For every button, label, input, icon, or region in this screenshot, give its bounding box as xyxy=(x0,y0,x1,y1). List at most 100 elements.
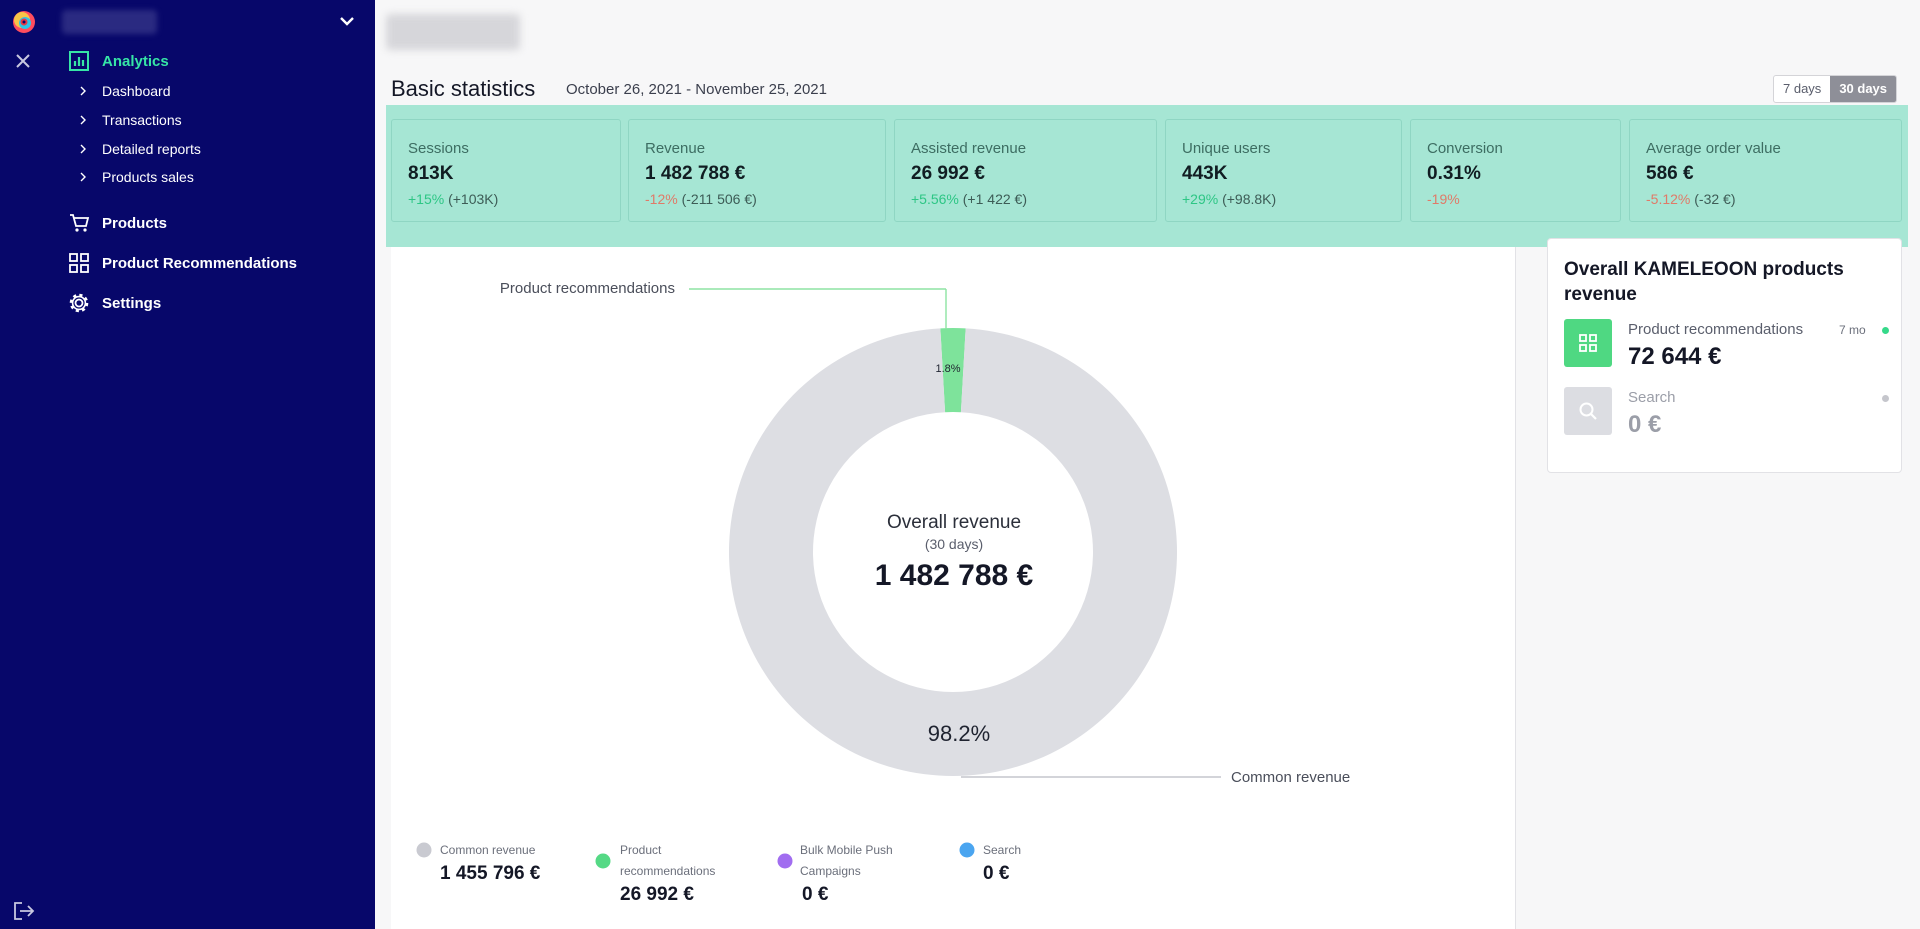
slice-pct-label: 98.2% xyxy=(928,721,990,746)
nav-products-sales[interactable]: Products sales xyxy=(78,169,194,185)
logout-icon[interactable] xyxy=(12,900,36,922)
legend-label: Campaigns xyxy=(800,864,861,878)
page-header-title xyxy=(386,14,520,50)
stat-card-revenue[interactable]: Revenue 1 482 788 € -12% (-211 506 €) xyxy=(628,119,886,222)
stat-change: +5.56% (+1 422 €) xyxy=(911,191,1156,207)
sidebar: Analytics Dashboard Transactions Detaile… xyxy=(0,0,375,929)
stat-change: +29% (+98.8K) xyxy=(1182,191,1401,207)
nav-products[interactable]: Products xyxy=(68,212,167,234)
legend-item-product-recommendations[interactable]: Product recommendations 26 992 € xyxy=(595,843,716,905)
chevron-right-icon xyxy=(80,86,86,96)
kameleoon-item-name: Search xyxy=(1628,389,1676,406)
legend-label: recommendations xyxy=(620,864,715,878)
legend-item-common-revenue[interactable]: Common revenue 1 455 796 € xyxy=(416,842,541,885)
legend-value: 1 455 796 € xyxy=(440,863,541,884)
legend-value: 0 € xyxy=(802,884,829,905)
stat-change-pct: -5.12% xyxy=(1646,191,1691,207)
nav-product-recommendations[interactable]: Product Recommendations xyxy=(68,252,297,274)
nav-dashboard[interactable]: Dashboard xyxy=(78,83,171,99)
stat-label: Sessions xyxy=(408,140,469,157)
stat-change: +15% (+103K) xyxy=(408,191,620,207)
chevron-right-icon xyxy=(80,144,86,154)
stat-change-pct: +29% xyxy=(1182,191,1219,207)
kameleoon-revenue-panel: Overall KAMELEOON products revenue Produ… xyxy=(1547,238,1902,473)
kameleoon-panel-title: Overall KAMELEOON products revenue xyxy=(1564,259,1844,305)
range-toggle: 7 days 30 days xyxy=(1773,75,1898,103)
kameleoon-item-product-recommendations[interactable]: Product recommendations 72 644 € 7 mo xyxy=(1564,319,1889,371)
stat-card-assisted-revenue[interactable]: Assisted revenue 26 992 € +5.56% (+1 422… xyxy=(894,119,1157,222)
slice-pct-label: 1.8% xyxy=(935,363,960,375)
donut-center-value: 1 482 788 € xyxy=(875,559,1034,592)
nav-settings-label: Settings xyxy=(102,294,162,312)
legend-swatch xyxy=(416,842,432,858)
kameleoon-logo-icon[interactable] xyxy=(10,8,38,36)
donut-center-title: Overall revenue xyxy=(887,512,1021,533)
callout-label-common-revenue: Common revenue xyxy=(1231,769,1350,786)
stat-value: 586 € xyxy=(1646,163,1694,184)
stat-label: Unique users xyxy=(1182,140,1271,157)
stat-value: 813K xyxy=(408,163,454,184)
donut-slice-common-revenue[interactable] xyxy=(729,328,1177,776)
status-dot xyxy=(1882,395,1889,402)
range-7-days-button[interactable]: 7 days xyxy=(1783,81,1822,96)
legend-value: 0 € xyxy=(983,863,1010,884)
cart-icon xyxy=(70,214,90,232)
stat-change: -19% xyxy=(1427,191,1620,207)
stat-card-average-order-value[interactable]: Average order value 586 € -5.12% (-32 €) xyxy=(1629,119,1902,222)
status-dot xyxy=(1882,327,1889,334)
grid-icon xyxy=(69,253,89,273)
legend-label: Bulk Mobile Push xyxy=(800,843,893,857)
search-icon xyxy=(1564,387,1612,435)
chevron-right-icon xyxy=(80,115,86,125)
nav-settings[interactable]: Settings xyxy=(68,292,161,314)
kameleoon-item-value: 0 € xyxy=(1628,411,1662,438)
date-range: October 26, 2021 - November 25, 2021 xyxy=(566,81,827,98)
kameleoon-item-name: Product recommendations xyxy=(1628,321,1804,338)
legend-swatch xyxy=(959,842,975,858)
nav-product-recommendations-label: Product Recommendations xyxy=(102,254,298,272)
stat-label: Assisted revenue xyxy=(911,140,1027,157)
legend-value: 26 992 € xyxy=(620,884,694,905)
stat-change-pct: +15% xyxy=(408,191,445,207)
stat-card-unique-users[interactable]: Unique users 443K +29% (+98.8K) xyxy=(1165,119,1402,222)
nav-detailed-reports[interactable]: Detailed reports xyxy=(78,141,201,157)
chevron-right-icon xyxy=(80,172,86,182)
nav-products-label: Products xyxy=(102,214,168,232)
stat-value: 1 482 788 € xyxy=(645,163,746,184)
revenue-donut-chart: Product recommendations Common revenue 1… xyxy=(416,280,1350,905)
nav-transactions[interactable]: Transactions xyxy=(78,112,182,128)
stat-label: Average order value xyxy=(1646,140,1781,157)
legend-swatch xyxy=(777,853,793,869)
nav-transactions-label: Transactions xyxy=(102,112,182,128)
nav-dashboard-label: Dashboard xyxy=(102,83,171,99)
project-name[interactable] xyxy=(62,10,157,34)
nav-products-sales-label: Products sales xyxy=(102,169,194,185)
legend-item-search[interactable]: Search 0 € xyxy=(959,842,1022,885)
callout-label-product-recommendations: Product recommendations xyxy=(500,280,675,297)
gear-icon xyxy=(69,293,89,313)
stat-value: 0.31% xyxy=(1427,163,1481,184)
stat-card-conversion[interactable]: Conversion 0.31% -19% xyxy=(1410,119,1621,222)
stat-card-sessions[interactable]: Sessions 813K +15% (+103K) xyxy=(391,119,621,222)
stat-change-pct: +5.56% xyxy=(911,191,959,207)
legend-item-bulk-mobile-push-campaigns[interactable]: Bulk Mobile Push Campaigns 0 € xyxy=(777,843,893,905)
donut-slice-product-recommendations[interactable] xyxy=(940,328,966,413)
legend-label: Search xyxy=(983,843,1021,857)
range-30-days-button[interactable]: 30 days xyxy=(1830,76,1897,102)
legend-swatch xyxy=(595,853,611,869)
stat-change-pct: -12% xyxy=(645,191,678,207)
recommendations-icon xyxy=(1564,319,1612,367)
stat-change: -12% (-211 506 €) xyxy=(645,191,885,207)
kameleoon-item-search[interactable]: Search 0 € xyxy=(1564,387,1889,439)
chevron-down-icon[interactable] xyxy=(336,10,358,32)
stat-change-abs: (+1 422 €) xyxy=(958,191,1027,207)
stat-value: 26 992 € xyxy=(911,163,985,184)
donut-center-subtitle: (30 days) xyxy=(925,536,983,552)
basic-statistics-title: Basic statistics xyxy=(391,76,536,101)
close-icon[interactable] xyxy=(14,52,32,70)
revenue-chart-panel: Product recommendations Common revenue 1… xyxy=(391,247,1516,929)
stat-change-abs: (+98.8K) xyxy=(1218,191,1277,207)
stat-label: Conversion xyxy=(1427,140,1503,157)
kameleoon-item-time: 7 mo xyxy=(1839,323,1866,337)
nav-analytics[interactable]: Analytics xyxy=(68,50,169,72)
